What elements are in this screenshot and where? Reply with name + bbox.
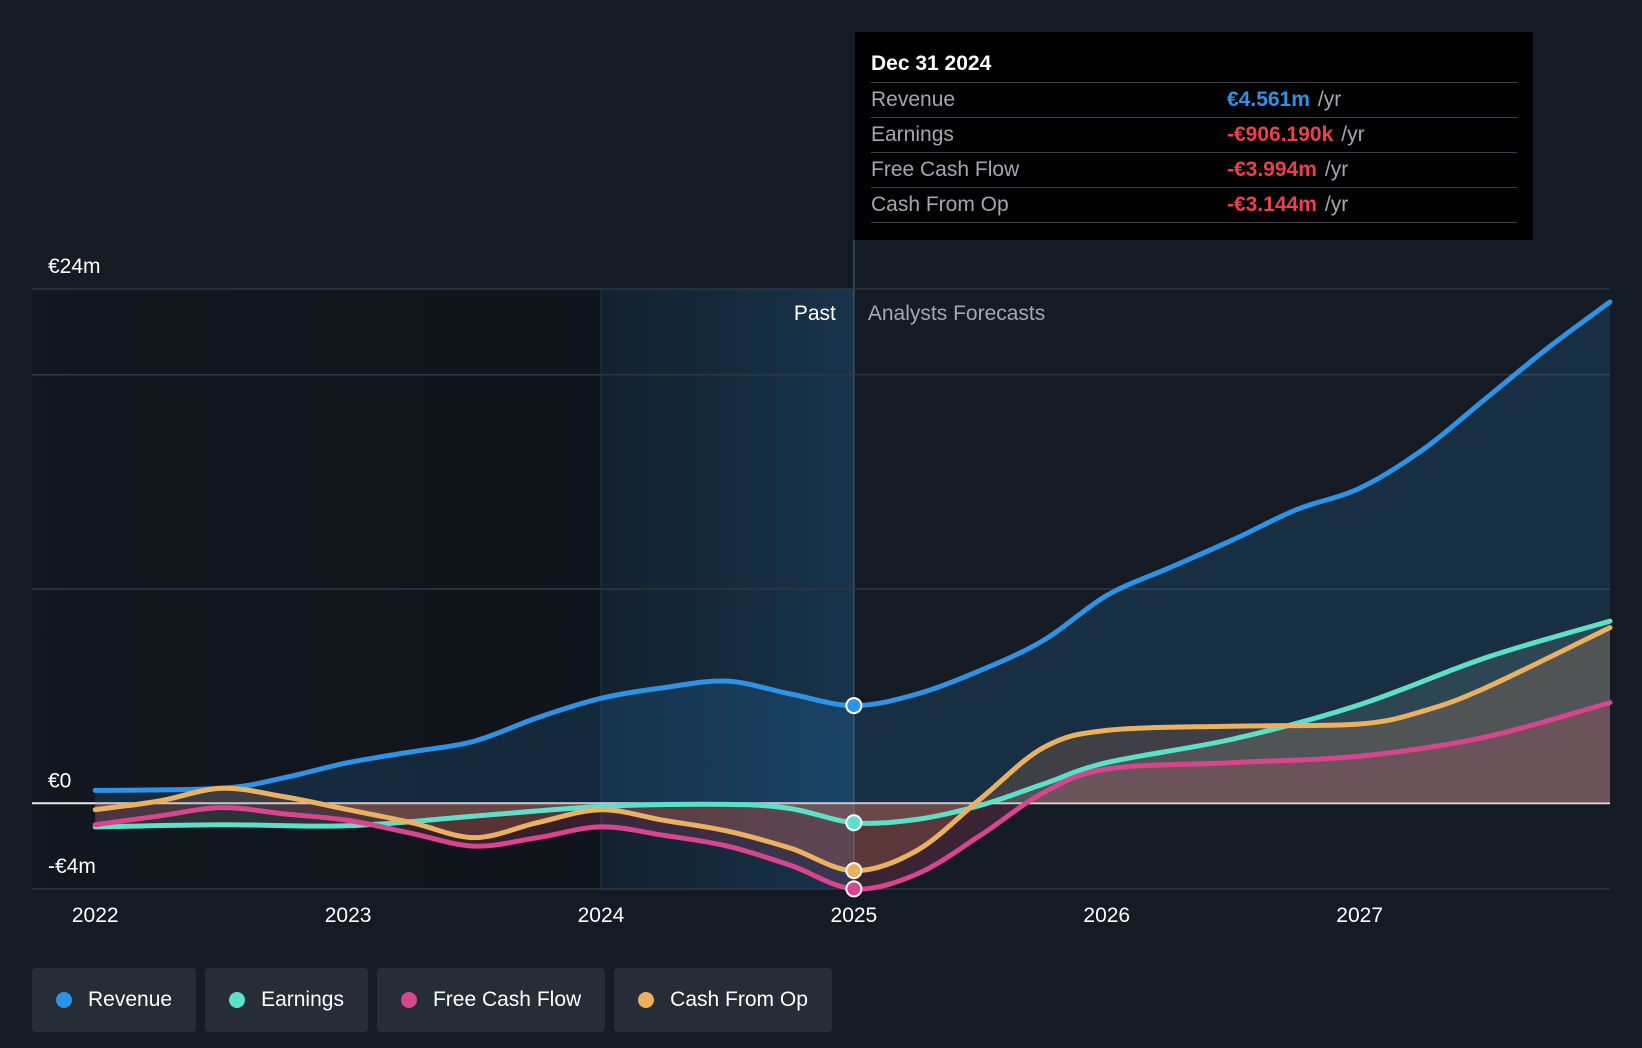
legend-label: Earnings (261, 988, 344, 1011)
tooltip-row-revenue: Revenue €4.561m /yr (871, 83, 1517, 118)
series-line-cash-from-op (92, 625, 1613, 874)
tooltip-unit: /yr (1341, 123, 1365, 146)
legend-dot-icon (400, 992, 417, 1008)
legend-dot-icon (56, 992, 72, 1008)
series-area-free-cash-flow (95, 702, 1611, 890)
series-line-revenue (92, 299, 1613, 793)
x-tick-label: 2024 (578, 904, 625, 927)
y-tick-label: -€4m (48, 855, 96, 878)
tooltip-row-cash-from-op: Cash From Op -€3.144m /yr (871, 188, 1517, 223)
series-area-earnings (95, 621, 1611, 827)
series-area-cash-from-op (95, 627, 1611, 871)
x-tick-label: 2026 (1083, 904, 1130, 927)
legend-item-revenue[interactable]: Revenue (32, 968, 197, 1032)
tooltip-value: -€3.144m (1227, 193, 1317, 216)
legend-item-cash-from-op[interactable]: Cash From Op (614, 968, 832, 1032)
x-tick-label: 2027 (1336, 904, 1383, 927)
marker-earnings (845, 814, 863, 832)
tooltip-label: Free Cash Flow (871, 158, 1020, 181)
series-negative-tint-cash-from-op (95, 628, 1610, 871)
tooltip-value: -€3.994m (1227, 158, 1317, 181)
marker-free-cash-flow (845, 880, 863, 898)
legend-dot-icon (638, 992, 655, 1008)
y-tick-label: €0 (48, 769, 71, 792)
past-label: Past (794, 302, 836, 325)
series-area-revenue (95, 301, 1611, 804)
tooltip-row-earnings: Earnings -€906.190k /yr (871, 118, 1517, 153)
x-tick-label: 2023 (325, 904, 372, 927)
tooltip-label: Cash From Op (871, 193, 1009, 216)
tooltip-date: Dec 31 2024 (871, 46, 1517, 83)
series-negative-tint-earnings (95, 621, 1610, 827)
marker-revenue (845, 697, 863, 715)
tooltip: Dec 31 2024 Revenue €4.561m /yr Earnings… (855, 32, 1533, 240)
legend-dot-icon (229, 992, 246, 1008)
series-negative-tint-free-cash-flow (95, 703, 1610, 889)
forecast-label: Analysts Forecasts (868, 302, 1045, 325)
tooltip-label: Revenue (871, 88, 956, 111)
legend-label: Cash From Op (670, 988, 808, 1011)
x-tick-label: 2025 (831, 904, 878, 927)
legend-label: Revenue (88, 988, 173, 1011)
legend-item-free-cash-flow[interactable]: Free Cash Flow (376, 968, 606, 1032)
legend: Revenue Earnings Free Cash Flow Cash Fro… (32, 968, 832, 1032)
y-tick-label: €24m (48, 255, 101, 278)
tooltip-unit: /yr (1324, 158, 1349, 181)
series-line-free-cash-flow (92, 700, 1613, 892)
legend-label: Free Cash Flow (432, 988, 582, 1011)
marker-cash-from-op (845, 862, 863, 880)
tooltip-unit: /yr (1324, 193, 1349, 216)
tooltip-value: €4.561m (1227, 88, 1310, 111)
tooltip-unit: /yr (1317, 88, 1342, 111)
x-tick-label: 2022 (72, 904, 119, 927)
tooltip-row-free-cash-flow: Free Cash Flow -€3.994m /yr (871, 153, 1517, 188)
legend-item-earnings[interactable]: Earnings (205, 968, 368, 1032)
tooltip-label: Earnings (871, 123, 954, 146)
tooltip-value: -€906.190k (1227, 123, 1334, 146)
